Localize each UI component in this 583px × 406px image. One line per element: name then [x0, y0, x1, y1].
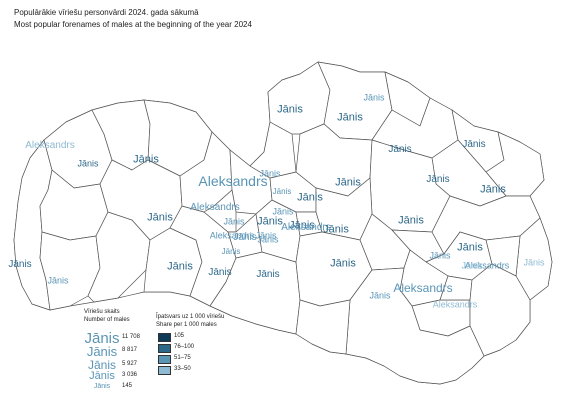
map-label-aleksandrs: Aleksandrs — [198, 173, 268, 189]
map-label-jnis: Jānis — [272, 187, 292, 196]
map-label-aleksandrs: Aleksandrs — [432, 299, 478, 310]
map-label-jnis: Jānis — [337, 111, 363, 124]
legend-count-row: Jānis 8 817 — [84, 344, 137, 359]
map-label-jnis: Jānis — [256, 269, 280, 280]
map-label-jnis: Jānis — [133, 153, 159, 166]
map-label-jnis: Jānis — [8, 259, 32, 270]
legend-count-name: Jānis — [87, 358, 116, 372]
region-limbazi — [267, 61, 331, 135]
legend-share-label: 51–75 — [174, 355, 191, 361]
map-label-jnis: Jānis — [426, 174, 450, 185]
map-titles: Populārākie vīriešu personvārdi 2024. ga… — [14, 7, 252, 31]
legend-count-value: 145 — [122, 383, 133, 389]
legend-swatch — [158, 355, 171, 364]
map-label-jnis: Jānis — [462, 139, 486, 150]
legend-count-name: Jānis — [86, 344, 118, 359]
map-label-jnis: Jānis — [277, 103, 303, 116]
map-label-jnis: Jānis — [272, 206, 294, 217]
map-label-jnis: Jānis — [259, 168, 281, 179]
legend-count-value: 3 036 — [122, 372, 138, 378]
map-label-jnis: Jānis — [167, 260, 193, 273]
legend-count-row: Jānis 11 708 — [84, 330, 139, 347]
map-label-aleksandrs: Aleksandrs — [464, 260, 510, 271]
map-label-jnis: Jānis — [457, 241, 483, 254]
map-label-jnis: Jānis — [480, 183, 506, 196]
title-en: Most popular forenames of males at the b… — [14, 20, 252, 29]
map-label-jnis: Jānis — [208, 267, 232, 278]
legend-share-header-en: Share per 1 000 males — [156, 322, 217, 328]
legend-share-label: 76–100 — [174, 344, 195, 350]
legend-share-label: 105 — [174, 333, 185, 339]
legend-share-header-lv: Īpatsvars uz 1 000 vīriešu — [156, 314, 225, 320]
map-label-jnis: Jānis — [429, 250, 451, 261]
region-kraslava — [469, 263, 531, 357]
legend-share-per-1000: Īpatsvars uz 1 000 vīriešu Share per 1 0… — [156, 313, 225, 375]
region-augsdaugava — [345, 267, 485, 385]
map-label-jnis: Jānis — [398, 214, 424, 227]
map-label-jnis: Jānis — [47, 275, 69, 286]
legend-count-name: Jānis — [93, 383, 111, 390]
map-label-jnis: Jānis — [523, 257, 545, 268]
map-label-jnis: Jānis — [369, 290, 391, 301]
legend-swatch — [158, 344, 171, 353]
map-label-jnis: Jānis — [233, 232, 257, 243]
region-jekabpils-south — [295, 299, 351, 355]
legend-number-of-males: Vīriešu skaits Number of males Jānis 11 7… — [84, 308, 140, 390]
legend-count-header-en: Number of males — [84, 317, 130, 323]
map-label-jnis: Jānis — [388, 144, 412, 155]
map-label-aleksandrs: Aleksandrs — [281, 222, 331, 233]
legend-count-row: Jānis 5 927 — [84, 358, 137, 372]
map-label-jnis: Jānis — [297, 191, 323, 204]
map-label-aleksandrs: Aleksandrs — [190, 202, 240, 213]
legend-count-value: 8 817 — [122, 347, 138, 353]
legend-swatch — [158, 333, 171, 342]
legend-count-name: Jānis — [84, 330, 120, 347]
map-label-jnis: Jānis — [77, 158, 99, 169]
legend-count-name: Jānis — [89, 370, 115, 382]
map-label-jnis: Jānis — [255, 230, 277, 241]
legend-share-label: 33–50 — [174, 366, 191, 372]
map-label-aleksandrs: Aleksandrs — [393, 281, 453, 295]
map-label-jnis: Jānis — [223, 216, 245, 227]
map-label-jnis: Jānis — [323, 223, 349, 236]
legend-swatch — [158, 366, 171, 375]
legend-count-value: 11 708 — [122, 334, 140, 340]
region-liepaja — [39, 231, 101, 311]
map-label-jnis: Jānis — [461, 260, 483, 271]
map-label-jnis: Jānis — [221, 247, 241, 256]
map-label-jnis: Jānis — [257, 215, 283, 228]
map-label-jnis: Jānis — [335, 176, 361, 189]
map-label-jnis: Jānis — [363, 92, 385, 103]
title-lv: Populārākie vīriešu personvārdi 2024. ga… — [14, 8, 199, 17]
legend-count-value: 5 927 — [122, 360, 138, 367]
map-label-aleksandrs: Aleksandrs — [209, 230, 255, 241]
map-label-jnis: Jānis — [147, 211, 173, 224]
legend-count-row: Jānis 145 — [84, 383, 132, 390]
map-label-jnis: Jānis — [330, 257, 356, 270]
map-label-aleksandrs: Aleksandrs — [25, 140, 75, 151]
legend-count-header-lv: Vīriešu skaits — [84, 309, 120, 315]
legend-count-row: Jānis 3 036 — [84, 370, 137, 382]
map-label-jnis: Jānis — [257, 234, 279, 245]
map-label-jnis: Jānis — [289, 219, 315, 232]
